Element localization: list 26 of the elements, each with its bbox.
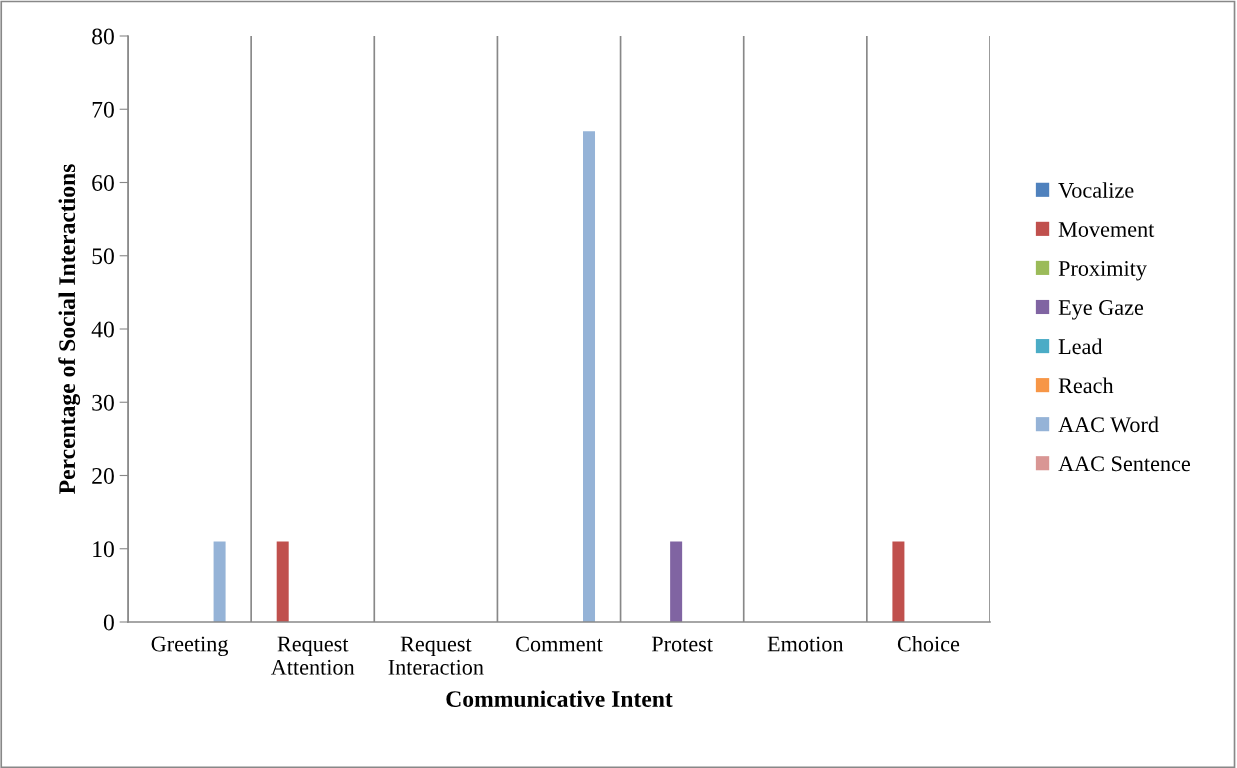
y-tick-label: 70 (92, 101, 114, 118)
legend-label: Eye Gaze (1058, 300, 1144, 320)
legend-label: Proximity (1058, 261, 1147, 281)
y-tick-label: 40 (91, 321, 114, 338)
x-tick-label: Protest (651, 636, 713, 652)
y-tick-label: 10 (93, 541, 114, 558)
y-tick-label: 60 (92, 174, 114, 191)
y-tick-label: 0 (103, 614, 114, 631)
legend-label: Movement (1058, 222, 1155, 237)
x-tick-label: Request Attention (270, 636, 355, 675)
x-tick-label: Request Interaction (388, 636, 484, 675)
y-axis-title: Percentage of Social Interactions (58, 164, 81, 494)
x-tick-label: Emotion (767, 636, 844, 652)
y-tick-label: 30 (92, 394, 114, 411)
legend-label: Lead (1058, 338, 1103, 355)
legend-label: Reach (1058, 377, 1114, 394)
x-axis-title: Communicative Intent (446, 690, 673, 708)
legend-label: AAC Sentence (1058, 456, 1190, 472)
y-tick-label: 80 (92, 28, 114, 45)
legend-label: Vocalize (1058, 182, 1134, 198)
x-tick-label: Choice (897, 635, 960, 652)
y-tick-label: 20 (92, 467, 114, 484)
legend-label: AAC Word (1058, 416, 1159, 433)
x-tick-label: Comment (516, 636, 603, 652)
x-tick-label: Greeting (151, 636, 229, 657)
y-tick-label: 50 (92, 248, 114, 265)
